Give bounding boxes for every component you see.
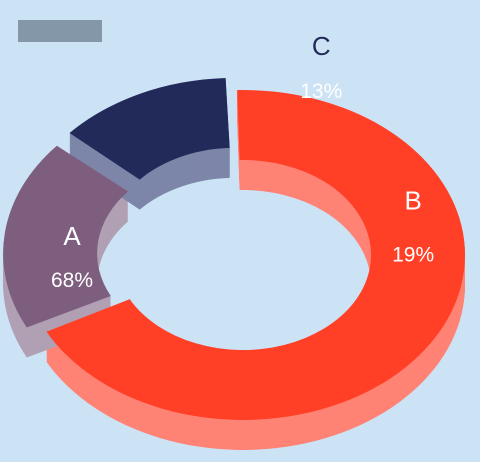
slice-label-b: B — [404, 185, 421, 215]
slice-a — [46, 90, 465, 420]
legend-swatch — [18, 20, 102, 42]
slice-label-c: C — [312, 31, 331, 61]
slice-label-a: A — [63, 221, 81, 251]
slice-value-a: 68% — [51, 269, 93, 292]
slice-value-b: 19% — [392, 243, 434, 266]
slice-c — [69, 77, 230, 180]
slice-b — [3, 145, 129, 328]
slice-value-c: 13% — [300, 80, 342, 103]
